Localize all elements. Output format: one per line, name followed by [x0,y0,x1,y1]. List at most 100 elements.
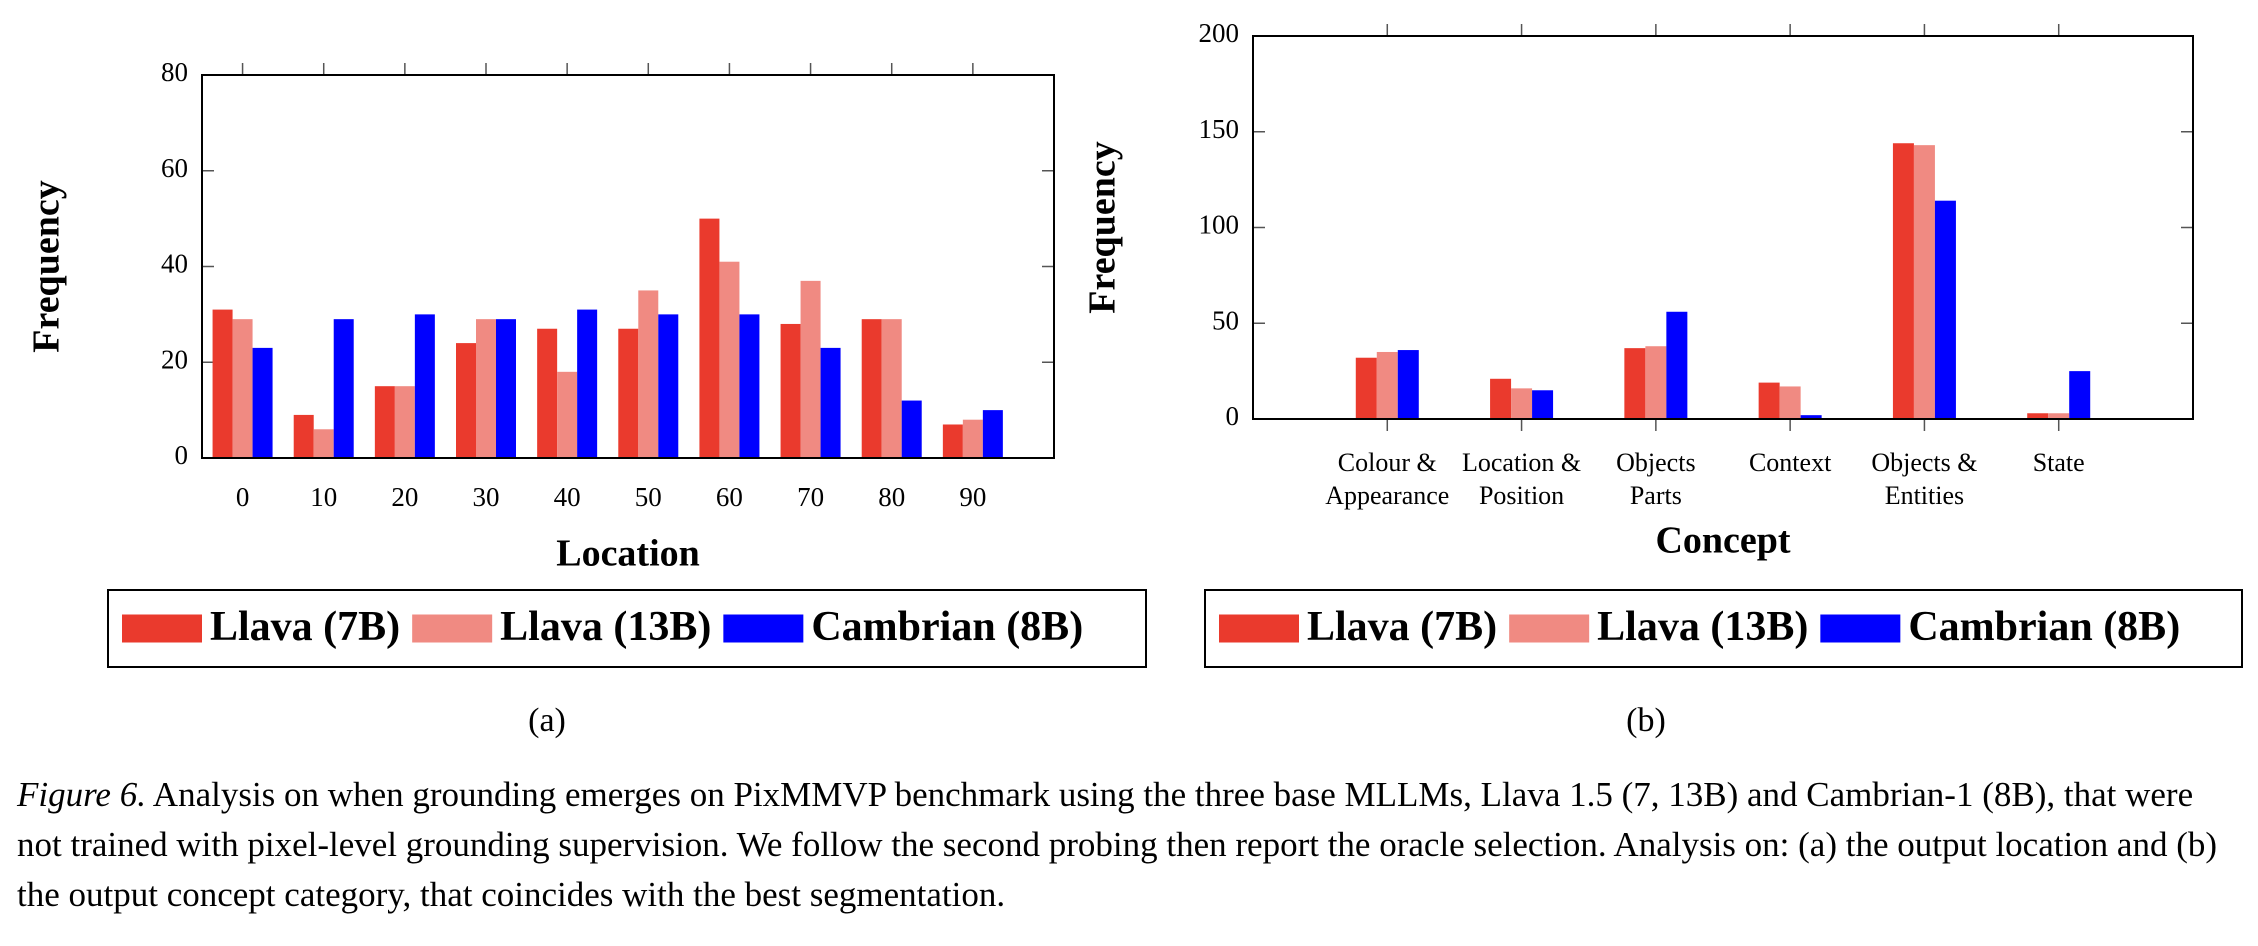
x-axis-label: Location [556,533,700,575]
legend-swatch [1219,614,1299,643]
bar [1355,357,1377,419]
figure: 0 10 20 30 40 50 60 70 80 90 0 20 40 60 80 Frequency Loc… [26,18,2243,739]
bar [394,386,415,458]
x-tick-label: Objects [1616,448,1695,477]
legend-label: Llava (7B) [210,604,400,650]
x-tick-label: 70 [797,482,824,512]
x-tick-label: 80 [878,482,905,512]
legend-box [107,589,1147,668]
figure-label: Figure 6. [17,775,146,814]
y-tick-label: 50 [1212,305,1239,335]
legend-label: Llava (13B) [1597,604,1808,650]
y-axis-label: Frequency [26,180,68,352]
bar [901,400,922,458]
bar [719,261,740,458]
x-tick-label: 90 [959,482,986,512]
bar [881,319,902,458]
y-tick-label: 100 [1199,210,1240,240]
x-tick-label: 20 [391,482,418,512]
legend-swatch [412,614,493,643]
bar [2027,413,2049,419]
bar [1511,388,1533,419]
bar [780,323,801,458]
y-tick-label: 80 [161,57,188,87]
legend-box [1204,589,2243,668]
bar [1779,386,1801,419]
bar [313,429,334,458]
bar [1397,350,1419,419]
y-tick-label: 200 [1199,18,1240,48]
x-tick-label: Parts [1630,481,1682,510]
bar [800,280,821,458]
bar [942,424,963,458]
x-tick-label: 40 [554,482,581,512]
bar [962,419,983,458]
legend-label: Cambrian (8B) [811,604,1083,650]
legend-swatch [723,614,804,643]
bar [1800,415,1822,419]
plot-frame [201,74,1055,459]
x-tick-label: Objects & [1871,448,1977,477]
x-tick-label: Colour & [1338,448,1437,477]
y-tick-label: 150 [1199,114,1240,144]
bar [293,414,314,458]
legend-swatch [1820,614,1901,643]
legend-label: Cambrian (8B) [1908,604,2180,650]
bar [739,314,760,458]
y-tick-label: 0 [1226,401,1240,431]
y-tick-label: 0 [175,440,189,470]
bar [658,314,679,458]
x-axis-label: Concept [1655,520,1790,562]
bar [456,343,476,458]
bar [699,218,720,458]
caption-text: Analysis on when grounding emerges on Pi… [17,775,2218,914]
x-tick-label: 10 [310,482,337,512]
bar [2048,413,2070,419]
bar [374,386,395,458]
bar [1490,378,1512,419]
bar [1934,200,1956,419]
legend-swatch [1509,614,1590,643]
bar [414,314,435,458]
x-tick-label: Context [1749,448,1832,477]
legend-label: Llava (13B) [500,604,711,650]
bar [333,319,354,458]
bar [618,328,639,458]
bar [820,347,841,458]
bar [557,371,578,458]
x-tick-label: Position [1479,481,1564,510]
bar [252,347,273,458]
y-tick-label: 20 [161,344,188,374]
bar [1376,351,1398,419]
bar [1892,143,1914,420]
x-tick-label: 60 [716,482,743,512]
bar [1666,311,1688,419]
bar [1913,145,1935,419]
x-tick-label: Appearance [1325,481,1449,510]
y-tick-label: 60 [161,153,188,183]
x-tick-label: 30 [473,482,500,512]
y-tick-label: 40 [161,249,188,279]
x-tick-label: Entities [1885,481,1964,510]
bar [982,410,1003,458]
bar [232,319,253,458]
bar [1758,382,1780,419]
bar [1624,348,1646,419]
y-axis-label: Frequency [1082,141,1124,313]
plot-frame [1252,35,2194,420]
subfigure-label: (b) [1626,702,1666,739]
bar [577,309,598,458]
bar [1532,390,1554,419]
x-tick-label: State [2033,448,2085,477]
legend-swatch [122,614,202,643]
caption: Figure 6. Analysis on when grounding eme… [17,770,2242,920]
bar [638,290,659,458]
bar [496,319,516,458]
x-tick-label: 50 [635,482,662,512]
bar [1645,346,1667,419]
bar [476,319,496,458]
x-tick-label: Location & [1462,448,1581,477]
bar [2069,371,2091,419]
x-tick-label: 0 [236,482,250,512]
